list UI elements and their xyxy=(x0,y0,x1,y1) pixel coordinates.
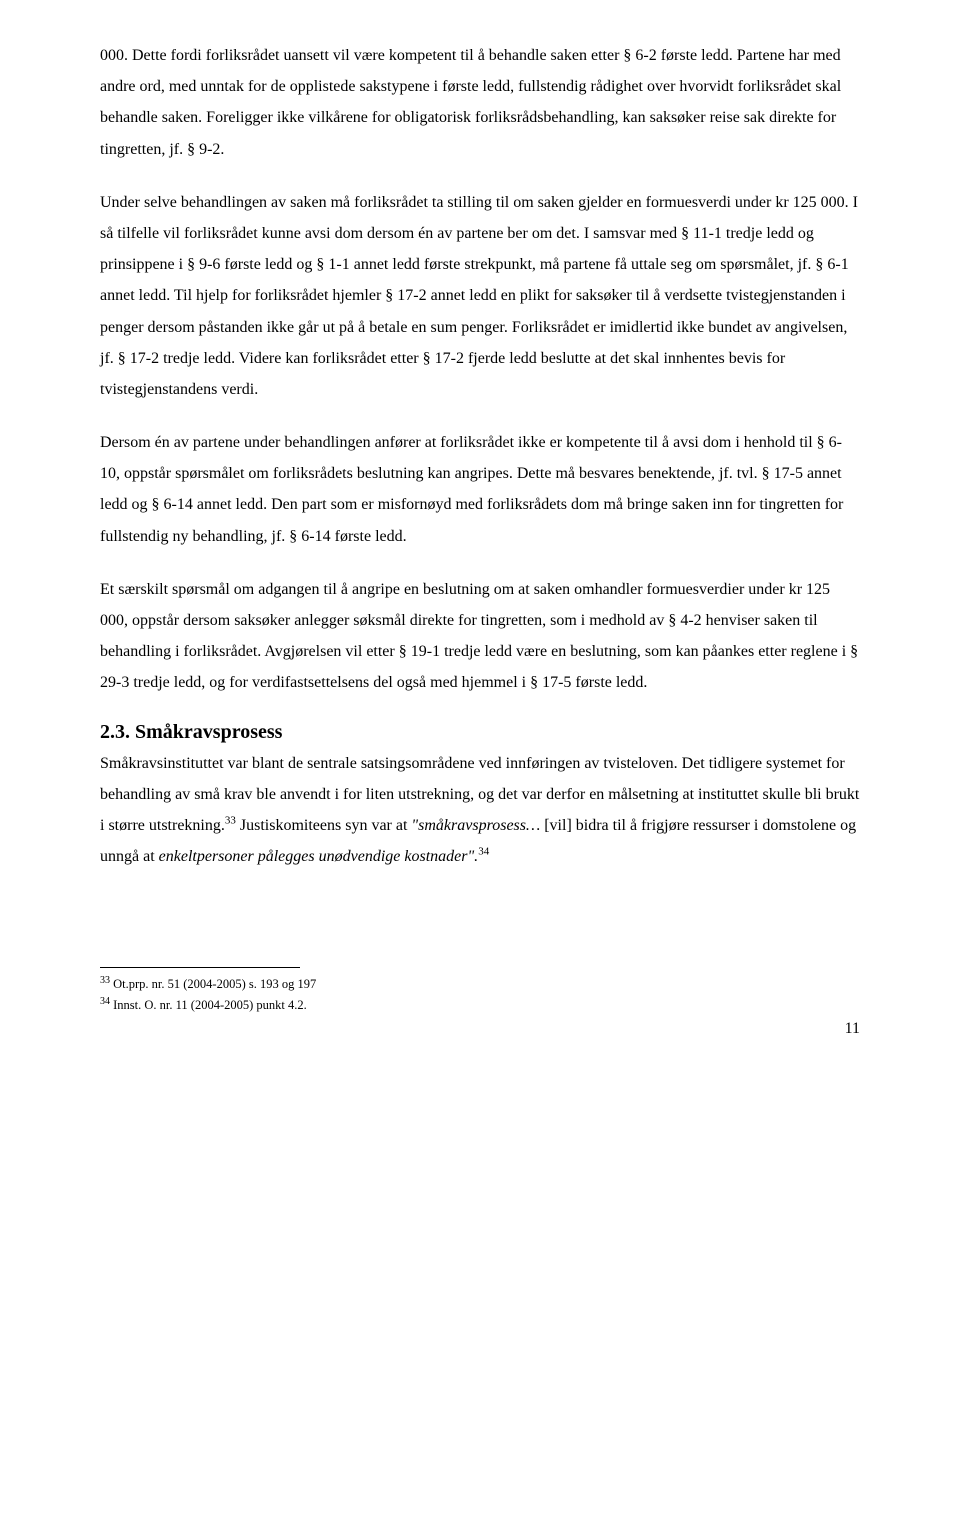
p5-italic-2: enkeltpersoner pålegges unødvendige kost… xyxy=(159,848,479,865)
footnote-ref-34: 34 xyxy=(478,846,489,858)
footnote-34-text: Innst. O. nr. 11 (2004-2005) punkt 4.2. xyxy=(110,998,307,1012)
footnote-33-number: 33 xyxy=(100,975,110,986)
footnote-33: 33 Ot.prp. nr. 51 (2004-2005) s. 193 og … xyxy=(100,973,860,994)
document-page: 000. Dette fordi forliksrådet uansett vi… xyxy=(0,0,960,1078)
paragraph-3: Dersom én av partene under behandlingen … xyxy=(100,427,860,552)
footnote-33-text: Ot.prp. nr. 51 (2004-2005) s. 193 og 197 xyxy=(110,977,316,991)
p5-text-mid: Justiskomiteens syn var at xyxy=(236,817,412,834)
footnote-34: 34 Innst. O. nr. 11 (2004-2005) punkt 4.… xyxy=(100,994,860,1015)
paragraph-4: Et særskilt spørsmål om adgangen til å a… xyxy=(100,574,860,699)
footnote-34-number: 34 xyxy=(100,996,110,1007)
heading-2-3: 2.3. Småkravsprosess xyxy=(100,721,860,744)
p5-italic-1: "småkravsprosess… xyxy=(411,817,540,834)
paragraph-5: Småkravsinstituttet var blant de sentral… xyxy=(100,748,860,873)
paragraph-1: 000. Dette fordi forliksrådet uansett vi… xyxy=(100,40,860,165)
page-number: 11 xyxy=(100,1020,860,1038)
paragraph-2: Under selve behandlingen av saken må for… xyxy=(100,187,860,405)
footnote-ref-33: 33 xyxy=(225,815,236,827)
footnotes-separator xyxy=(100,967,300,968)
